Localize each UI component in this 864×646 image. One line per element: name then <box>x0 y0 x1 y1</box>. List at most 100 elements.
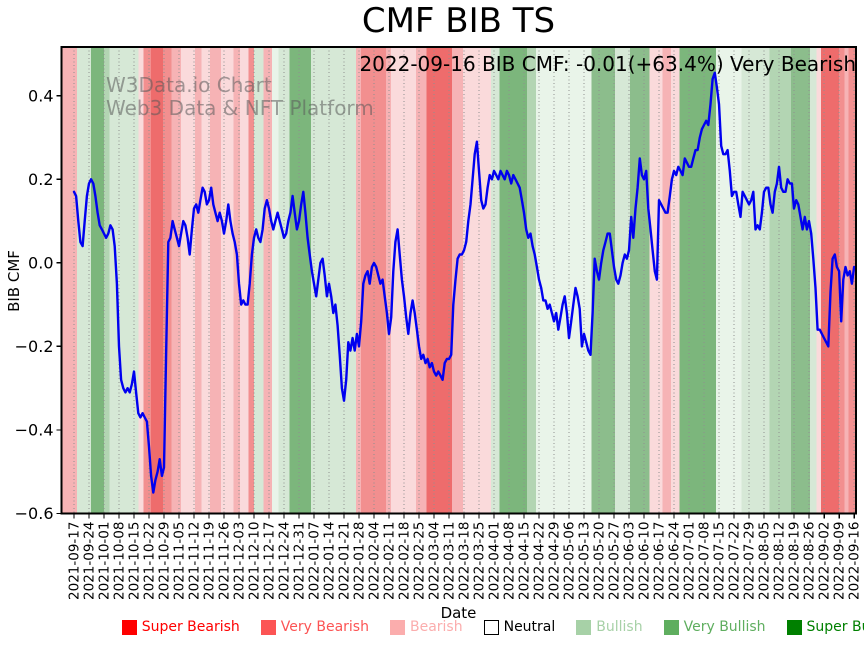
sentiment-band <box>415 47 427 514</box>
x-tick-label: 2022-02-25 <box>412 522 428 600</box>
legend-item-neutral: Neutral <box>483 619 555 635</box>
legend-label: Bearish <box>409 619 463 635</box>
x-tick-label: 2022-01-14 <box>322 522 338 600</box>
sentiment-band <box>535 47 592 514</box>
legend-item-bearish: Bearish <box>389 619 463 635</box>
x-tick-label: 2022-04-08 <box>502 522 518 600</box>
x-tick-label: 2022-04-01 <box>487 522 503 600</box>
sentiment-band <box>272 47 279 514</box>
x-tick-label: 2022-01-28 <box>352 522 368 600</box>
y-tick-label: 0.2 <box>28 170 53 189</box>
sentiment-band <box>820 47 840 514</box>
sentiment-band <box>171 47 182 514</box>
x-tick-label: 2022-06-03 <box>622 522 638 600</box>
y-tick-label: 0.4 <box>28 86 53 105</box>
x-tick-label: 2022-09-09 <box>832 522 848 600</box>
sentiment-band <box>615 47 631 514</box>
x-tick-label: 2022-05-13 <box>577 522 593 600</box>
annotation-label: 2022-09-16 BIB CMF: -0.01(+63.4%) Very B… <box>359 52 856 76</box>
x-tick-label: 2022-03-18 <box>457 522 473 600</box>
sentiment-band <box>233 47 241 514</box>
x-tick-label: 2022-05-06 <box>562 522 578 600</box>
sentiment-band <box>490 47 500 514</box>
x-tick-label: 2021-09-17 <box>67 522 83 600</box>
legend-item-super-bearish: Super Bearish <box>121 619 240 635</box>
x-tick-label: 2021-10-08 <box>112 522 128 600</box>
legend-swatch-icon <box>576 619 592 635</box>
sentiment-band <box>195 47 202 514</box>
x-tick-label: 2022-05-20 <box>592 522 608 600</box>
sentiment-band <box>138 47 144 514</box>
x-tick-label: 2022-08-26 <box>802 522 818 600</box>
x-tick-label: 2022-04-29 <box>547 522 563 600</box>
legend-item-super-bullish: Super Bullish <box>786 619 864 635</box>
sentiment-band <box>810 47 817 514</box>
legend-item-very-bullish: Very Bullish <box>663 619 766 635</box>
sentiment-band <box>662 47 671 514</box>
x-tick-label: 2021-12-10 <box>247 522 263 600</box>
x-tick-label: 2022-06-10 <box>637 522 653 600</box>
sentiment-band <box>679 47 716 514</box>
x-tick-label: 2022-08-19 <box>787 522 803 600</box>
sentiment-band <box>426 47 453 514</box>
sentiment-band <box>462 47 491 514</box>
x-tick-label: 2021-11-26 <box>217 522 233 600</box>
sentiment-band <box>385 47 392 514</box>
x-tick-label: 2022-06-24 <box>667 522 683 600</box>
x-tick-label: 2022-08-05 <box>757 522 773 600</box>
x-tick-label: 2022-09-16 <box>847 522 863 600</box>
y-tick-label: −0.4 <box>15 420 54 439</box>
watermark-line2: Web3 Data & NFT Platform <box>106 96 374 120</box>
x-tick-label: 2021-10-15 <box>127 522 143 600</box>
x-tick-label: 2022-03-04 <box>427 522 443 600</box>
sentiment-band <box>104 47 110 514</box>
x-tick-label: 2021-10-01 <box>97 522 113 600</box>
sentiment-band <box>143 47 152 514</box>
sentiment-band <box>91 47 105 514</box>
x-tick-label: 2022-02-18 <box>397 522 413 600</box>
x-tick-label: 2021-12-03 <box>232 522 248 600</box>
sentiment-band <box>210 47 221 514</box>
x-tick-label: 2022-07-08 <box>697 522 713 600</box>
sentiment-band <box>61 47 78 514</box>
x-tick-label: 2021-10-29 <box>157 522 173 600</box>
plot-frame <box>60 46 857 515</box>
sentiment-band <box>769 47 791 514</box>
sentiment-band <box>289 47 311 514</box>
x-tick-label: 2021-12-17 <box>262 522 278 600</box>
sentiment-band <box>816 47 821 514</box>
x-tick-label: 2022-01-21 <box>337 522 353 600</box>
x-tick-label: 2021-11-05 <box>172 522 188 600</box>
legend-swatch-icon <box>663 619 679 635</box>
x-tick-label: 2022-05-27 <box>607 522 623 600</box>
x-tick-label: 2022-07-22 <box>727 522 743 600</box>
x-tick-label: 2021-10-22 <box>142 522 158 600</box>
sentiment-band <box>355 47 362 514</box>
sentiment-band <box>109 47 139 514</box>
chart-title: CMF BIB TS <box>361 1 556 41</box>
sentiment-band <box>527 47 536 514</box>
sentiment-band <box>240 47 249 514</box>
sentiment-band <box>248 47 255 514</box>
sentiment-band <box>77 47 92 514</box>
x-tick-label: 2021-11-19 <box>202 522 218 600</box>
sentiment-band <box>181 47 196 514</box>
sentiment-band <box>452 47 463 514</box>
legend-item-bullish: Bullish <box>576 619 643 635</box>
legend-label: Super Bullish <box>806 619 864 635</box>
watermark: W3Data.io Chart Web3 Data & NFT Platform <box>106 74 374 120</box>
sentiment-band <box>670 47 680 514</box>
sentiment-band <box>790 47 811 514</box>
x-tick-label: 2022-04-22 <box>532 522 548 600</box>
x-tick-label: 2022-07-29 <box>742 522 758 600</box>
legend-swatch-icon <box>483 619 499 635</box>
sentiment-band <box>499 47 528 514</box>
legend-swatch-icon <box>121 619 137 635</box>
legend-swatch-icon <box>260 619 276 635</box>
legend-label: Very Bearish <box>280 619 369 635</box>
sentiment-band <box>591 47 616 514</box>
sentiment-band <box>844 47 849 514</box>
cmf-line <box>72 71 856 494</box>
x-tick-label: 2022-07-01 <box>682 522 698 600</box>
